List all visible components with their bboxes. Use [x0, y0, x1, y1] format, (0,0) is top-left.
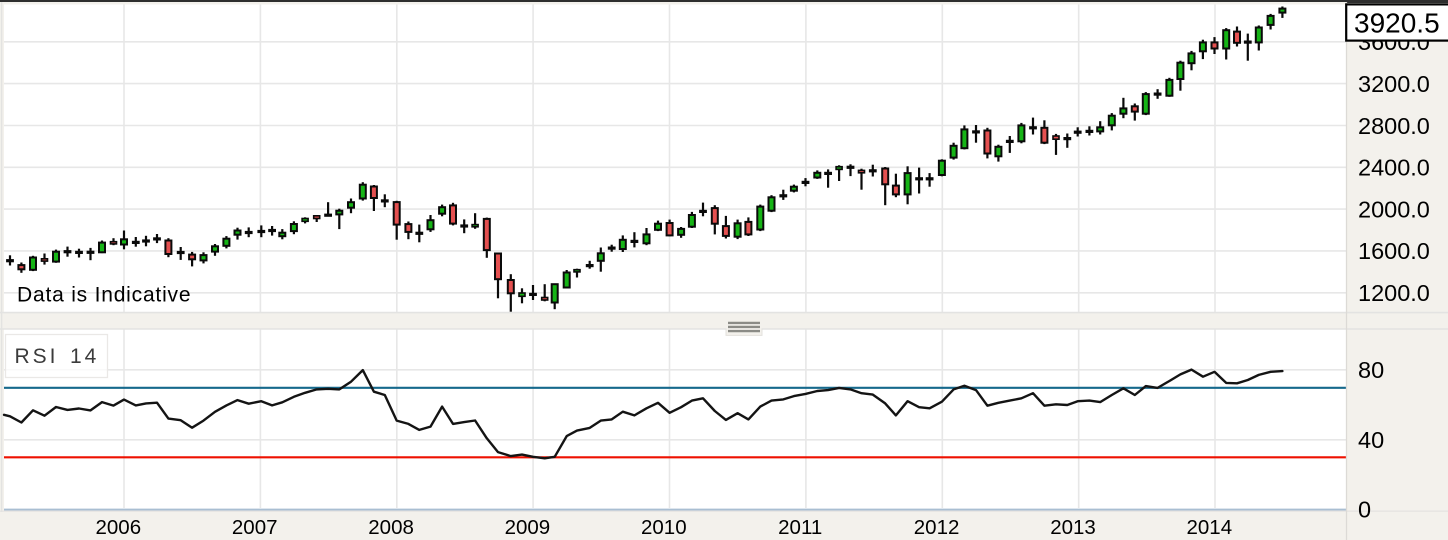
- svg-text:3920.5: 3920.5: [1354, 8, 1440, 39]
- svg-text:2000.0: 2000.0: [1358, 196, 1430, 222]
- svg-text:1600.0: 1600.0: [1358, 238, 1430, 264]
- svg-text:Data is Indicative: Data is Indicative: [17, 284, 191, 307]
- svg-text:3200.0: 3200.0: [1358, 71, 1430, 97]
- svg-text:80: 80: [1358, 357, 1384, 383]
- svg-text:0: 0: [1358, 496, 1371, 522]
- svg-text:2014: 2014: [1186, 516, 1232, 539]
- svg-text:2400.0: 2400.0: [1358, 155, 1430, 181]
- svg-text:1200.0: 1200.0: [1358, 280, 1430, 306]
- svg-text:14: 14: [70, 345, 99, 368]
- svg-text:2009: 2009: [505, 516, 551, 539]
- svg-text:2006: 2006: [95, 516, 141, 539]
- svg-text:2008: 2008: [368, 516, 414, 539]
- svg-text:40: 40: [1358, 427, 1384, 453]
- svg-text:2010: 2010: [641, 516, 687, 539]
- svg-text:2800.0: 2800.0: [1358, 113, 1430, 139]
- svg-text:2012: 2012: [914, 516, 960, 539]
- svg-text:2007: 2007: [232, 516, 278, 539]
- svg-text:2011: 2011: [778, 516, 822, 539]
- svg-text:2013: 2013: [1050, 516, 1096, 539]
- svg-text:RSI: RSI: [15, 345, 59, 368]
